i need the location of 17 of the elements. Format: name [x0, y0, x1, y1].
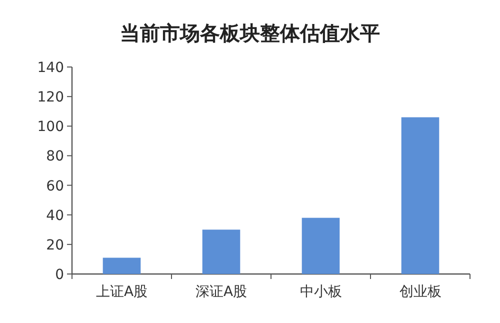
y-tick-label: 120 [37, 90, 64, 106]
y-tick-label: 40 [46, 208, 64, 224]
y-tick-label: 0 [55, 267, 64, 283]
y-tick-label: 20 [46, 237, 64, 254]
bar [102, 258, 141, 274]
chart-title: 当前市场各板块整体估值水平 [120, 21, 380, 45]
y-tick-label: 80 [46, 148, 64, 165]
x-tick-label: 深证A股 [195, 284, 248, 300]
bar [401, 117, 440, 274]
x-tick-label: 上证A股 [96, 284, 148, 300]
y-tick-label: 60 [46, 178, 64, 194]
x-tick-label: 中小板 [300, 284, 342, 300]
bar [302, 218, 340, 274]
y-tick-label: 140 [37, 60, 64, 76]
bar [202, 230, 240, 274]
x-tick-label: 创业板 [399, 284, 442, 300]
y-tick-label: 100 [37, 119, 64, 136]
